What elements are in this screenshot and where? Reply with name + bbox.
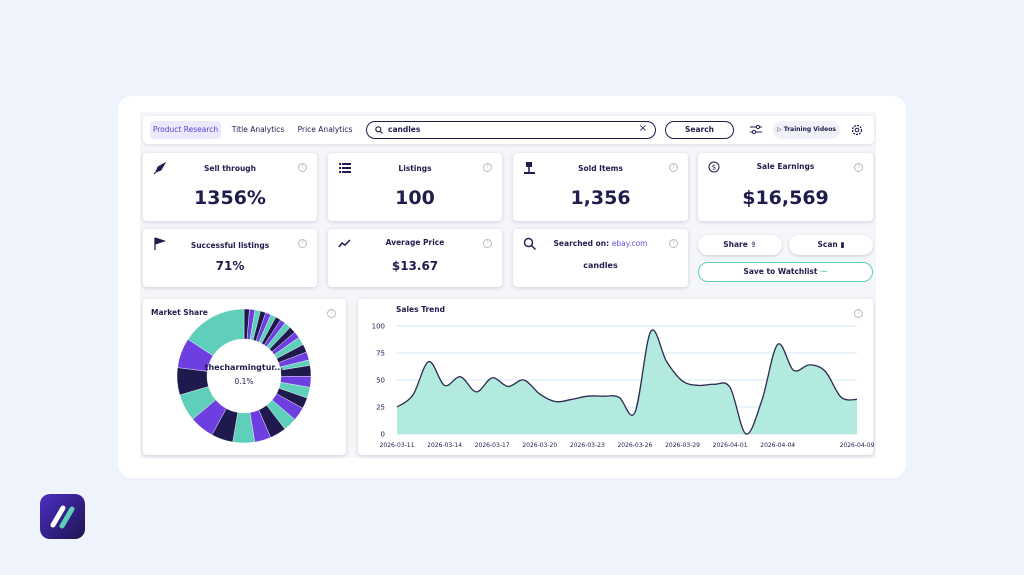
help-icon[interactable]: ? — [298, 163, 307, 172]
training-label: Training Videos — [783, 126, 836, 133]
share-button[interactable]: Share ⇪ — [698, 235, 782, 255]
metric-value: 100 — [395, 187, 435, 209]
scan-button[interactable]: Scan ▮ — [789, 235, 873, 255]
clear-icon[interactable]: × — [638, 123, 647, 134]
x-tick-label: 2026-04-04 — [760, 442, 795, 449]
metric-label: Listings — [398, 164, 432, 173]
share-label: Share — [723, 240, 748, 249]
metric-value: 71% — [215, 259, 245, 273]
help-icon[interactable]: ? — [854, 309, 863, 318]
logo — [40, 494, 85, 539]
x-tick-label: 2026-03-11 — [380, 442, 415, 449]
metric-label: Sold Items — [578, 164, 623, 173]
metric-card: Average Price $13.67? — [328, 229, 502, 287]
help-icon[interactable]: ? — [483, 239, 492, 248]
center-label: thecharmingtur... — [205, 363, 284, 372]
metric-card: $ Sale Earnings $16,569? — [698, 153, 873, 221]
searched-site[interactable]: ebay.com — [611, 239, 648, 248]
x-tick-label: 2026-04-01 — [713, 442, 748, 449]
y-tick-label: 0 — [381, 431, 385, 439]
metric-value: 1,356 — [570, 187, 631, 209]
training-button[interactable]: ▷ Training Videos — [773, 121, 840, 139]
x-tick-label: 2026-03-29 — [665, 442, 700, 449]
y-tick-label: 25 — [376, 404, 385, 412]
metric-card: Listings 100? — [328, 153, 502, 221]
filter-icon[interactable] — [749, 124, 763, 136]
metric-label: Successful listings — [190, 241, 270, 250]
search-icon — [375, 126, 383, 134]
dollar-icon: $ — [708, 161, 720, 173]
watchlist-button[interactable]: Save to Watchlist ⁓ — [698, 262, 873, 282]
area — [397, 329, 857, 435]
help-icon[interactable]: ? — [669, 163, 678, 172]
x-tick-label: 2026-03-14 — [427, 442, 462, 449]
help-icon[interactable]: ? — [327, 309, 336, 318]
settings-icon[interactable] — [851, 124, 863, 136]
tab[interactable]: Price Analytics — [297, 125, 353, 134]
help-icon[interactable]: ? — [669, 239, 678, 248]
metric-card: Sell through 1356%? — [143, 153, 317, 221]
logo-mark — [50, 505, 75, 529]
search-box[interactable]: candles × — [366, 121, 656, 139]
trend-icon — [338, 239, 351, 248]
y-tick-label: 50 — [376, 377, 385, 385]
x-tick-label: 2026-03-17 — [475, 442, 510, 449]
line — [396, 329, 858, 435]
help-icon[interactable]: ? — [298, 239, 307, 248]
svg-text:$: $ — [712, 164, 716, 172]
metric-card: Sold Items 1,356? — [513, 153, 688, 221]
nav-bar — [143, 116, 874, 144]
metric-label: Sale Earnings — [756, 162, 815, 171]
chart-title: Market Share — [151, 308, 208, 317]
metric-value: 1356% — [194, 187, 266, 209]
watchlist-label: Save to Watchlist — [743, 267, 818, 276]
flag-icon — [154, 237, 167, 250]
scan-label: Scan — [817, 240, 838, 249]
donut-segment — [187, 308, 245, 356]
x-tick-label: 2026-03-26 — [617, 442, 652, 449]
y-tick-label: 75 — [376, 350, 385, 358]
list-icon — [339, 163, 351, 173]
metric-label: Average Price — [385, 238, 445, 247]
rocket-icon — [153, 161, 167, 175]
searched-card: Searched on: ebay.com candles? — [513, 229, 688, 287]
searched-query: candles — [583, 261, 618, 270]
center-value: 0.1% — [234, 377, 253, 386]
tab[interactable]: Title Analytics — [231, 125, 285, 134]
tab[interactable]: Product Research — [150, 121, 221, 139]
x-tick-label: 2026-03-20 — [522, 442, 557, 449]
help-icon[interactable]: ? — [854, 163, 863, 172]
x-tick-label: 2026-03-23 — [570, 442, 605, 449]
metric-label: Sell through — [203, 164, 257, 173]
y-tick-label: 100 — [372, 323, 385, 331]
metric-card: Successful listings 71%? — [143, 229, 317, 287]
search-icon — [523, 237, 536, 250]
help-icon[interactable]: ? — [483, 163, 492, 172]
gavel-icon — [524, 162, 535, 174]
chart-title: Sales Trend — [396, 305, 445, 314]
searched-label: Searched on: — [553, 239, 610, 248]
search-query: candles — [388, 125, 421, 134]
metric-value: $13.67 — [391, 259, 439, 273]
search-button[interactable]: Search — [665, 121, 734, 139]
metric-value: $16,569 — [742, 187, 829, 209]
x-tick-label: 2026-04-09 — [840, 442, 875, 449]
